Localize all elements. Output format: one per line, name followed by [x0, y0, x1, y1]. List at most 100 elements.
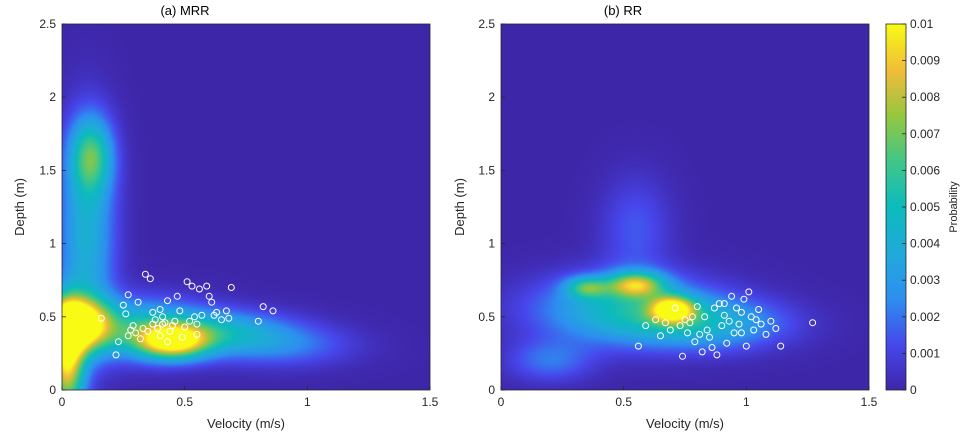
panel-b-data-point [740, 295, 748, 303]
panel-a-ytick-label: 0.5 [39, 310, 56, 324]
panel-a-xtick-label: 0.5 [176, 395, 193, 409]
panel-a-data-point [176, 307, 184, 315]
colorbar: 0 0.001 0.002 0.003 0.004 0.005 0.006 0.007 0.00… [885, 17, 960, 397]
panel-b-data-point [809, 319, 817, 327]
panel-b-data-point [718, 322, 726, 330]
colorbar-tick-label: 0.01 [910, 17, 934, 31]
panel-a-data-point [156, 306, 164, 313]
panel-a-data-point [114, 338, 122, 346]
panel-a-data-point [193, 330, 201, 338]
panel-a-data-point [193, 320, 201, 328]
panel-b-data-point [698, 348, 706, 356]
panel-a-frame [61, 23, 431, 391]
panel-b-ytick-label: 2.5 [478, 17, 495, 31]
panel-b-data-point [713, 351, 721, 359]
panel-a-data-point [171, 317, 179, 325]
panel-b-ytick-label: 0.5 [478, 310, 495, 324]
panel-a-data-point [225, 314, 233, 322]
panel-a-data-point [254, 317, 262, 325]
colorbar-label: Probability [948, 181, 960, 233]
panel-b-data-point [686, 319, 694, 327]
panel-a-data-point [112, 351, 120, 359]
panel-b-ytick-label: 1.5 [478, 163, 495, 177]
panel-a-xtick-label: 0 [59, 395, 66, 409]
panel-b-ytick-label: 1 [488, 237, 495, 251]
panel-a-data-point [154, 325, 162, 332]
panel-b-data-point [652, 316, 660, 324]
panel-b-data-point [750, 326, 758, 334]
panel-b-data-point [688, 313, 696, 321]
panel-b-title: (b) RR [604, 3, 642, 18]
panel-b-xtick-label: 0 [498, 395, 505, 409]
panel-b-data-point [725, 317, 733, 325]
panel-a-ytick-label: 1 [49, 237, 56, 251]
panel-b-data-point [772, 325, 780, 332]
panel-a-xtick-label: 1.5 [422, 395, 439, 409]
colorbar-tick-label: 0.005 [910, 200, 940, 214]
panel-b-data-point [752, 316, 760, 324]
panel-b-data-point [723, 339, 731, 347]
panel-a-data-point [203, 282, 211, 290]
panel-a-data-point [122, 310, 130, 318]
panel-b-data-point [691, 338, 699, 346]
panel-a-data-point [208, 298, 216, 306]
panel-b-heatmap [501, 24, 869, 390]
panel-b-data-point [715, 300, 723, 308]
panel-a-data-point [161, 319, 169, 327]
panel-b-data-point [737, 329, 745, 337]
panel-a-ytick-label: 0 [49, 383, 56, 397]
panel-a-data-point [134, 298, 142, 306]
panel-b-ylabel: Depth (m) [452, 178, 467, 236]
panel-b-data-point [720, 300, 728, 308]
panel-b-data-point [767, 317, 775, 325]
panel-b-data-point [703, 326, 711, 334]
panel-b-data-point [676, 322, 684, 330]
panel-b-data-point [679, 352, 686, 360]
panel-a-data-point [119, 301, 127, 309]
panel-b-data-point [706, 333, 713, 341]
panel-a-data-point [132, 329, 140, 337]
panel-b-data-point [720, 311, 728, 319]
panel-b-frame [500, 23, 870, 391]
panel-b-data-point [777, 342, 785, 350]
panel-b-data-point [733, 304, 740, 312]
panel-a-data-point [259, 303, 267, 311]
panel-a-ylabel: Depth (m) [12, 178, 27, 236]
panel-b-ytick-label: 2 [488, 90, 495, 104]
panel-b-data-point [735, 320, 743, 328]
panel-b-data-point [661, 319, 669, 327]
colorbar-tick-label: 0.003 [910, 273, 940, 287]
panel-b-data-point [708, 344, 716, 351]
panel-b-data-point [730, 329, 738, 337]
panel-a-ytick-label: 1.5 [39, 163, 56, 177]
panel-a-xtick-label: 1 [304, 395, 311, 409]
panel-b-data-point [696, 330, 704, 338]
panel-b-points [634, 288, 817, 360]
panel-b-data-point [681, 316, 689, 324]
panel-a-data-point [183, 278, 191, 286]
panel-a-data-point [144, 327, 152, 335]
panel-b-ytick-label: 0 [488, 383, 495, 397]
panel-b-data-point [710, 304, 718, 312]
colorbar-tick-label: 0.004 [910, 237, 940, 251]
panel-a-ytick-label: 2.5 [39, 17, 56, 31]
panel-b-data-point [684, 329, 691, 337]
panel-a-data-point [151, 316, 159, 324]
panel-a-heatmap [62, 24, 430, 390]
panel-b-data-point [737, 308, 745, 316]
colorbar-tick-label: 0.008 [910, 90, 940, 104]
panel-a-data-point [195, 285, 203, 293]
colorbar-tick-label: 0.001 [910, 346, 940, 360]
panel-a-data-point [124, 291, 132, 299]
panel-b-data-point [755, 306, 763, 313]
panel-b-data-point [634, 342, 642, 350]
panel-b-xlabel: Velocity (m/s) [646, 416, 724, 431]
panel-a-data-point [218, 316, 225, 324]
panel-b-data-point [742, 342, 750, 350]
panel-b-xtick-label: 0.5 [615, 395, 632, 409]
panel-a-points [97, 270, 277, 359]
panel-a-data-point [149, 308, 157, 316]
panel-a-data-point [124, 332, 132, 340]
panel-b: (b) RR 0 0.5 1 1.5 0 0.5 1 1.5 2 2.5 Velocity (m/… [452, 3, 878, 431]
